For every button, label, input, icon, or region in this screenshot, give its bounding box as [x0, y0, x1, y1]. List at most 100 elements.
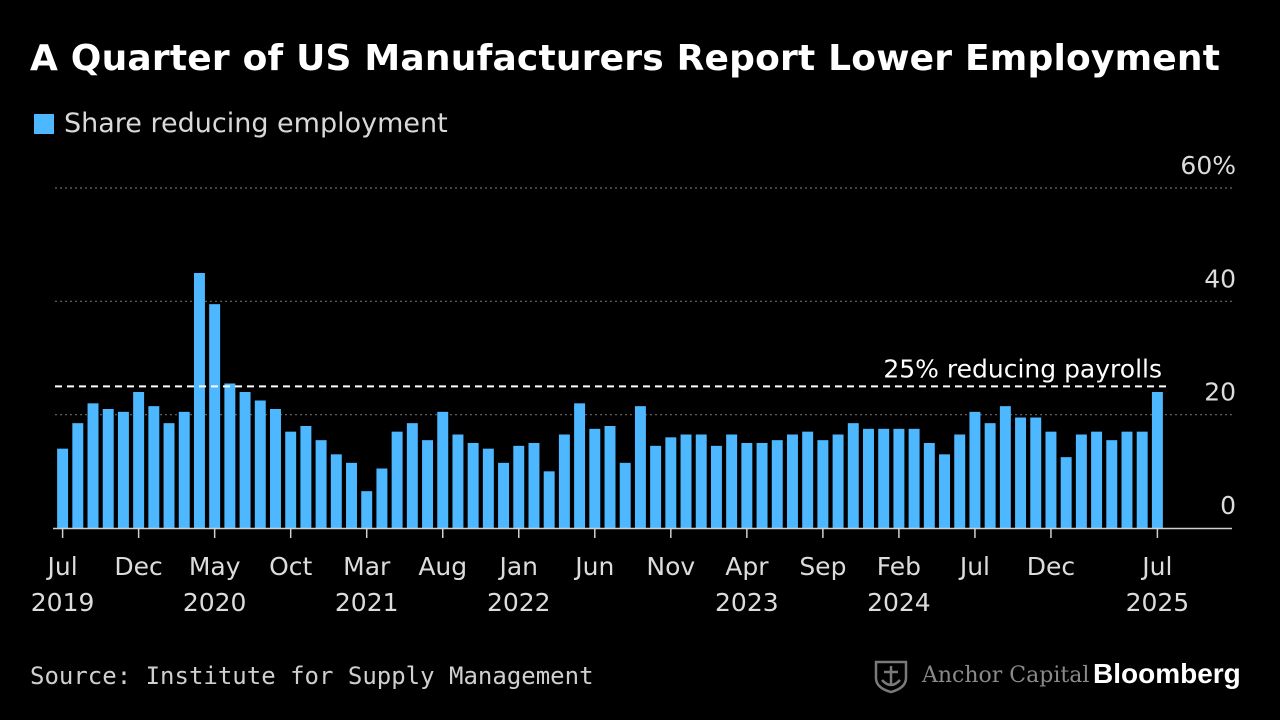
bar [254, 400, 266, 528]
x-tick-year: 2023 [715, 588, 779, 617]
bar-chart: 25% reducing payrolls 0 20 40 60% Jul 2019 Dec… [31, 151, 1236, 617]
bar [72, 423, 84, 528]
bar [209, 304, 221, 528]
bar [1015, 417, 1027, 528]
bar [300, 426, 312, 528]
bar [650, 445, 662, 528]
bar [270, 409, 281, 528]
bar [802, 431, 814, 528]
x-tick-month: Jul [958, 552, 990, 581]
x-tick-month: Nov [646, 552, 695, 581]
anchor-capital-icon [874, 660, 908, 694]
bar [117, 411, 129, 528]
bar [346, 462, 357, 528]
x-tick-year: 2024 [867, 588, 931, 617]
x-tick-month: Dec [114, 552, 162, 581]
bar [893, 428, 905, 528]
bar [133, 392, 145, 528]
x-tick-month: Apr [725, 552, 769, 581]
bar [391, 431, 403, 528]
bar [589, 428, 601, 528]
bar [406, 423, 418, 528]
chart-title: A Quarter of US Manufacturers Report Low… [30, 38, 1221, 79]
bar [710, 445, 722, 528]
bar [315, 440, 327, 528]
bar [528, 443, 540, 528]
bar [467, 443, 479, 528]
x-tick-year: 2019 [31, 588, 95, 617]
bar [954, 434, 966, 528]
bar [437, 411, 449, 528]
bar [87, 403, 99, 528]
bar [452, 434, 464, 528]
bar [680, 434, 692, 528]
bar [786, 434, 798, 528]
bar [193, 273, 205, 528]
bar [1106, 440, 1118, 528]
bar [878, 428, 890, 528]
bar [1151, 392, 1163, 528]
bar [741, 443, 753, 528]
bar [422, 440, 434, 528]
x-tick-month: May [189, 552, 241, 581]
x-tick-year: 2025 [1126, 588, 1190, 617]
y-tick-label: 20 [1204, 378, 1236, 407]
bar [908, 428, 920, 528]
bar [771, 440, 783, 528]
bar [695, 434, 707, 528]
bar [102, 409, 114, 528]
bar [1045, 431, 1057, 528]
legend-swatch [34, 113, 54, 134]
x-tick-month: Dec [1027, 552, 1075, 581]
x-tick-month: Mar [343, 552, 391, 581]
bar [330, 454, 342, 528]
bar [1136, 431, 1148, 528]
bar [1121, 431, 1133, 528]
bar [239, 392, 251, 528]
bar [498, 462, 510, 528]
axes: 0 20 40 60% Jul 2019 Dec May 2020 Oct Mar 2021 Aug Ja… [31, 151, 1236, 617]
bar [513, 445, 525, 528]
bar [482, 448, 494, 528]
bar [847, 423, 859, 528]
bar [665, 437, 677, 528]
bar [863, 428, 874, 528]
bar [558, 434, 570, 528]
x-tick-year: 2021 [335, 588, 399, 617]
bar [543, 471, 555, 528]
bar [923, 443, 935, 528]
x-tick-month: Feb [877, 552, 921, 581]
x-tick-year: 2020 [183, 588, 247, 617]
bar [285, 431, 297, 528]
reference-line-group: 25% reducing payrolls [55, 354, 1170, 388]
gridlines [55, 187, 1232, 416]
bar [969, 411, 981, 528]
bar [999, 406, 1011, 528]
bar [574, 403, 586, 528]
bar [163, 423, 175, 528]
x-tick-month: Sep [799, 552, 846, 581]
x-tick-month: Jan [497, 552, 538, 581]
bar [1060, 457, 1072, 528]
x-tick-month: Oct [269, 552, 312, 581]
x-tick-year: 2022 [487, 588, 551, 617]
bar [148, 406, 160, 528]
bar [376, 468, 388, 528]
bloomberg-logo: Bloomberg [1093, 658, 1241, 689]
bar [1091, 431, 1103, 528]
partner-logo: Anchor Capital [872, 656, 1089, 694]
bars [57, 273, 1163, 528]
bar [756, 443, 768, 528]
reference-line-label: 25% reducing payrolls [883, 354, 1162, 383]
bar [1075, 434, 1087, 528]
bar [817, 440, 829, 528]
bar [726, 434, 738, 528]
y-tick-label: 40 [1204, 264, 1236, 293]
x-tick-month: Aug [418, 552, 467, 581]
legend: Share reducing employment [34, 108, 448, 139]
x-tick-month: Jul [46, 552, 78, 581]
bar [619, 462, 631, 528]
bar [939, 454, 950, 528]
bar [57, 448, 69, 528]
bar [224, 383, 236, 528]
